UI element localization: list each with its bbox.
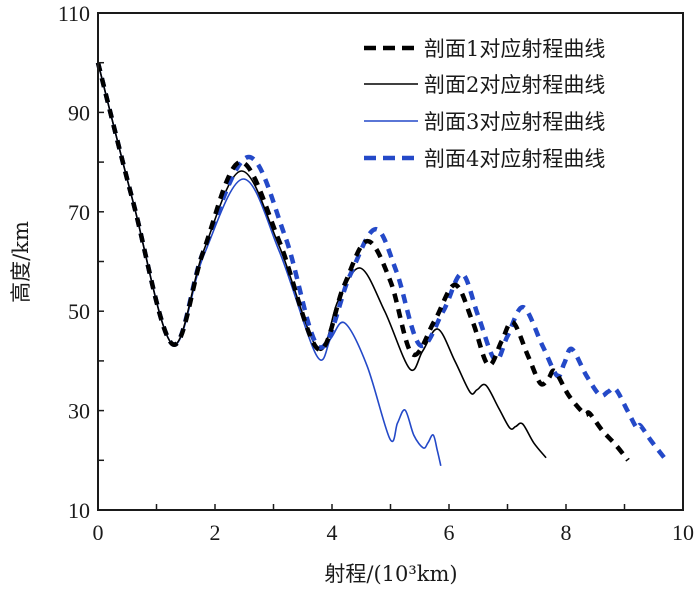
legend-item: 剖面1对应射程曲线 <box>364 37 605 61</box>
x-tick-label: 2 <box>210 520 221 545</box>
legend-label: 剖面1对应射程曲线 <box>424 37 605 61</box>
series-line-1 <box>95 62 630 462</box>
series-line-3 <box>97 62 442 466</box>
legend-label: 剖面4对应射程曲线 <box>424 147 605 171</box>
y-tick-label: 110 <box>58 1 90 26</box>
y-axis-title: 高度/km <box>9 221 33 303</box>
legend-item: 剖面2对应射程曲线 <box>364 73 605 97</box>
series-layer <box>95 62 667 466</box>
legend: 剖面1对应射程曲线 剖面2对应射程曲线 剖面3对应射程曲线 剖面4对应射程曲线 <box>364 37 605 171</box>
x-tick-label: 10 <box>672 520 694 545</box>
y-tick-label: 90 <box>68 100 90 125</box>
y-tick-label: 70 <box>68 200 90 225</box>
ticks-layer: 0 2 4 6 8 10 10 30 50 70 90 110 <box>58 1 694 545</box>
x-axis-title: 射程/(10³km) <box>324 562 457 586</box>
legend-label: 剖面3对应射程曲线 <box>424 110 605 134</box>
series-line-2 <box>97 62 547 459</box>
x-tick-label: 0 <box>93 520 104 545</box>
y-tick-label: 30 <box>68 399 90 424</box>
y-tick-label: 50 <box>68 299 90 324</box>
legend-item: 剖面4对应射程曲线 <box>364 147 605 171</box>
x-tick-label: 8 <box>561 520 572 545</box>
legend-item: 剖面3对应射程曲线 <box>364 110 605 134</box>
series-line-4 <box>95 62 667 460</box>
x-tick-label: 4 <box>327 520 338 545</box>
x-tick-label: 6 <box>444 520 455 545</box>
y-tick-label: 10 <box>68 498 90 523</box>
legend-label: 剖面2对应射程曲线 <box>424 73 605 97</box>
